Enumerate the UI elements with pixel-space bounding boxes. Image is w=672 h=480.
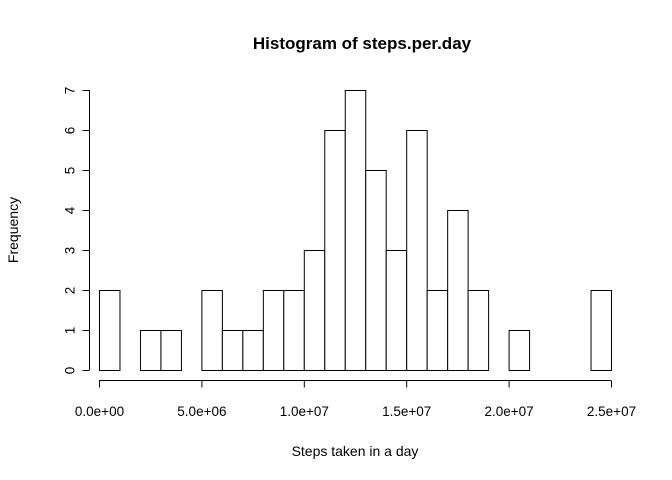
x-tick-label-2: 1.0e+07: [280, 404, 329, 419]
x-tick-label-0: 0.0e+00: [75, 404, 124, 419]
y-tick-label-2: 2: [63, 287, 78, 295]
histogram-bar-17: [447, 210, 469, 371]
histogram-bar-7: [242, 330, 264, 371]
histogram-bar-2: [139, 330, 162, 371]
histogram-bar-9: [283, 290, 305, 371]
x-tick-label-3: 1.5e+07: [382, 404, 431, 419]
histogram-bar-11: [324, 130, 346, 371]
y-axis-label: Frequency: [5, 197, 21, 263]
x-tick-label-5: 2.5e+07: [587, 404, 636, 419]
histogram-bar-14: [385, 250, 408, 371]
histogram-bar-12: [344, 90, 367, 371]
histogram-bar-16: [426, 290, 449, 371]
y-tick-label-7: 7: [63, 87, 78, 95]
histogram-bar-10: [303, 250, 326, 371]
histogram-bar-8: [262, 290, 285, 371]
histogram-bar-3: [160, 330, 182, 371]
histogram-bar-5: [201, 290, 223, 371]
chart-title: Histogram of steps.per.day: [253, 34, 472, 53]
y-tick-label-3: 3: [63, 247, 78, 255]
histogram-bar-18: [467, 290, 490, 371]
y-tick-label-4: 4: [63, 206, 78, 214]
y-tick-label-5: 5: [63, 167, 78, 175]
y-axis: 0 1 2 3 4 5 6 7: [63, 87, 90, 375]
y-tick-label-0: 0: [63, 367, 78, 375]
x-axis-label: Steps taken in a day: [292, 443, 419, 459]
x-tick-label-1: 5.0e+06: [177, 404, 226, 419]
y-tick-label-6: 6: [63, 127, 78, 135]
bars-group: [99, 90, 613, 371]
x-tick-label-4: 2.0e+07: [485, 404, 534, 419]
histogram-bar-13: [365, 170, 387, 371]
histogram-bar-6: [221, 330, 244, 371]
histogram-bar-20: [508, 330, 531, 371]
histogram-bar-0: [99, 290, 121, 371]
x-axis: 0.0e+00 5.0e+06 1.0e+07 1.5e+07 2.0e+07 2.5e+…: [75, 380, 636, 419]
histogram-bar-15: [406, 130, 428, 371]
y-tick-label-1: 1: [63, 327, 78, 335]
histogram-bar-24: [590, 290, 613, 371]
